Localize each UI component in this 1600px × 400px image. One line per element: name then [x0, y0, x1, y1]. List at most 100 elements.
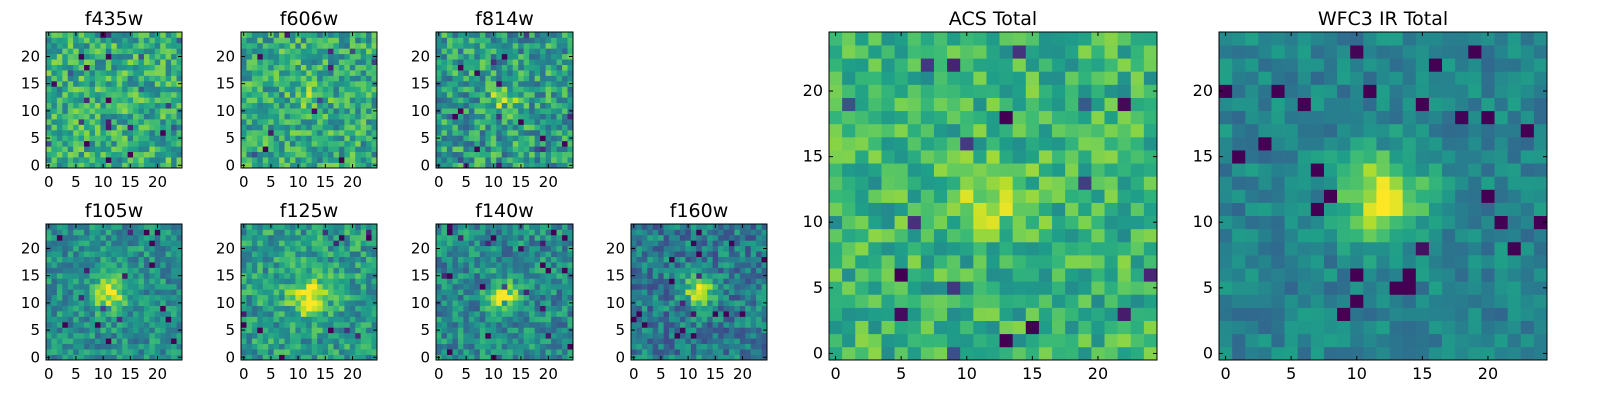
heatmap-cell — [474, 311, 481, 317]
heatmap-cell — [311, 124, 318, 131]
heatmap-cell — [701, 338, 708, 345]
heatmap-cell — [1143, 268, 1158, 282]
heatmap-cell — [734, 316, 741, 323]
heatmap-cell — [756, 316, 762, 323]
heatmap-cell — [122, 338, 128, 345]
heatmap-cell — [1130, 294, 1145, 308]
heatmap-cell — [94, 267, 101, 274]
heatmap-cell — [474, 256, 481, 263]
heatmap-cell — [349, 305, 356, 312]
heatmap-cell — [149, 256, 156, 263]
heatmap-cell — [947, 228, 961, 243]
heatmap-cell — [371, 37, 378, 44]
heatmap-cell — [62, 124, 69, 131]
heatmap-cell — [149, 162, 156, 169]
heatmap-cell — [474, 119, 481, 125]
heatmap-cell — [251, 129, 258, 136]
heatmap-cell — [78, 349, 85, 355]
heatmap-cell — [246, 305, 253, 312]
heatmap-cell — [62, 64, 69, 71]
heatmap-cell — [551, 343, 557, 350]
heatmap-cell — [300, 321, 307, 328]
heatmap-cell — [652, 229, 659, 236]
heatmap-cell — [567, 86, 574, 93]
heatmap-cell — [171, 75, 177, 82]
heatmap-cell — [333, 332, 340, 339]
heatmap-cell — [701, 234, 708, 241]
heatmap-cell — [501, 224, 508, 230]
heatmap-cell — [551, 108, 557, 114]
heatmap-cell — [636, 338, 643, 345]
heatmap-cell — [133, 343, 139, 350]
heatmap-cell — [338, 140, 345, 147]
heatmap-cell — [556, 75, 563, 82]
heatmap-cell — [127, 140, 134, 147]
heatmap-cell — [512, 91, 519, 98]
heatmap-cell — [518, 119, 525, 125]
heatmap-cell — [322, 278, 329, 285]
heatmap-cell — [111, 91, 118, 98]
heatmap-cell — [446, 59, 453, 65]
heatmap-cell — [960, 202, 974, 217]
heatmap-cell — [78, 354, 85, 361]
heatmap-cell — [485, 300, 492, 306]
heatmap-cell — [116, 42, 123, 49]
heatmap-cell — [534, 59, 541, 65]
heatmap-cell — [1091, 241, 1105, 256]
heatmap-cell — [116, 48, 123, 55]
heatmap-cell — [300, 157, 307, 163]
heatmap-cell — [56, 316, 63, 323]
heatmap-cell — [165, 53, 172, 60]
heatmap-cell — [67, 53, 74, 60]
heatmap-cell — [745, 229, 752, 236]
heatmap-cell — [333, 349, 340, 355]
heatmap-cell — [647, 300, 654, 306]
heatmap-cell — [311, 119, 318, 125]
heatmap-cell — [457, 327, 464, 334]
heatmap-cell — [344, 146, 351, 153]
heatmap-cell — [116, 349, 123, 355]
heatmap-cell — [317, 97, 323, 104]
heatmap-cell — [696, 256, 703, 263]
heatmap-cell — [138, 140, 145, 147]
heatmap-cell — [669, 262, 675, 268]
heatmap-cell — [1078, 307, 1092, 321]
heatmap-cell — [51, 102, 58, 109]
heatmap-cell — [246, 283, 253, 290]
heatmap-cell — [165, 70, 172, 76]
heatmap-cell — [1052, 281, 1066, 295]
heatmap-cell — [567, 229, 574, 236]
heatmap-cell — [756, 289, 762, 296]
heatmap-cell — [1104, 333, 1118, 348]
heatmap-cell — [1078, 320, 1092, 335]
heatmap-cell — [501, 251, 508, 257]
heatmap-cell — [712, 234, 719, 241]
heatmap-cell — [300, 140, 307, 147]
heatmap-cell — [523, 343, 530, 350]
heatmap-cell — [679, 305, 686, 312]
heatmap-cell — [567, 48, 574, 55]
heatmap-cell — [149, 316, 156, 323]
heatmap-cell — [371, 283, 378, 290]
heatmap-cell — [540, 321, 546, 328]
heatmap-cell — [479, 59, 486, 65]
heatmap-cell — [986, 294, 1000, 308]
heatmap-cell — [441, 135, 448, 142]
heatmap-cell — [490, 53, 497, 60]
heatmap-cell — [881, 333, 895, 348]
heatmap-cell — [501, 283, 508, 290]
heatmap-cell — [457, 272, 464, 279]
heatmap-cell — [523, 256, 530, 263]
heatmap-cell — [1012, 281, 1027, 295]
heatmap-cell — [333, 86, 340, 93]
heatmap-cell — [512, 42, 519, 49]
heatmap-cell — [284, 157, 291, 163]
heatmap-cell — [540, 146, 546, 153]
heatmap-cell — [973, 307, 987, 321]
heatmap-cell — [463, 146, 470, 153]
heatmap-cell — [138, 135, 145, 142]
heatmap-cell — [452, 32, 459, 38]
heatmap-cell — [73, 53, 79, 60]
heatmap-cell — [154, 157, 161, 163]
